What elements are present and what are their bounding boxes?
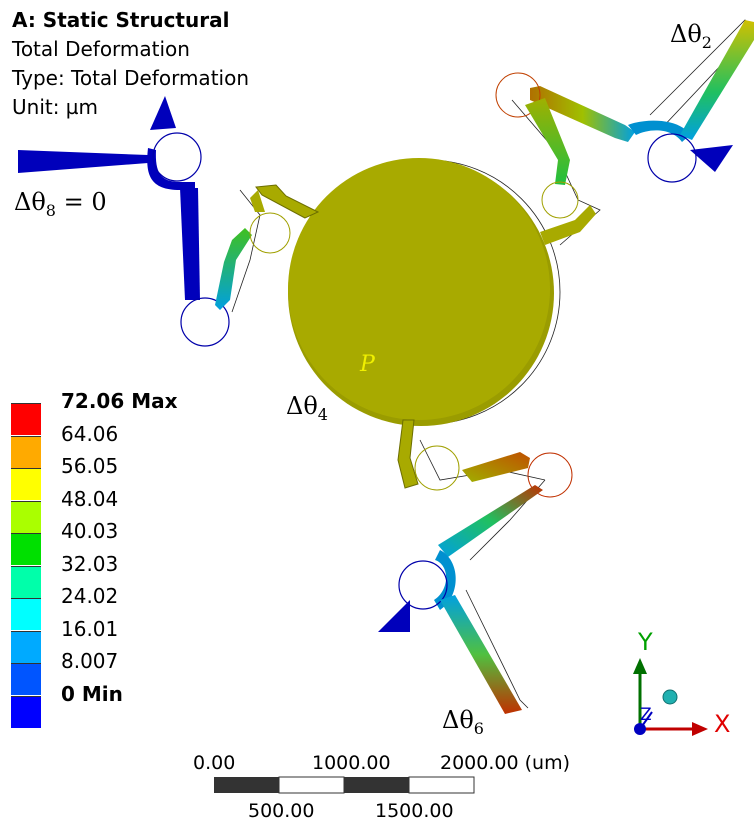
scale-label-500: 500.00 — [248, 800, 315, 822]
legend-swatch — [11, 403, 41, 435]
axis-label-x: X — [714, 710, 731, 738]
scale-label-0: 0.00 — [193, 752, 236, 774]
legend-label: 24.02 — [61, 584, 119, 608]
legend-label: 8.007 — [61, 649, 119, 673]
label-delta-theta-8: Δθ8 = 0 — [14, 188, 107, 220]
legend-swatch — [11, 565, 41, 598]
scale-label-1500: 1500.00 — [375, 800, 454, 822]
legend-label: 40.03 — [61, 519, 119, 543]
legend-label: 64.06 — [61, 421, 119, 446]
axis-label-z: Z — [640, 705, 652, 725]
label-delta-theta-2: Δθ2 — [670, 20, 712, 52]
legend-swatch — [11, 630, 41, 663]
label-delta-theta-4: Δθ4 — [286, 392, 328, 424]
legend-swatch — [11, 468, 41, 500]
legend-swatch — [11, 533, 41, 565]
analysis-title: A: Static Structural — [12, 8, 230, 32]
label-platform: P — [360, 352, 375, 377]
coordinate-triad — [633, 658, 708, 736]
legend-label: 48.04 — [61, 486, 119, 511]
legend-swatch — [11, 598, 41, 630]
legend-label: 32.03 — [61, 551, 119, 576]
platform — [250, 158, 596, 489]
top-right-arm — [495, 20, 754, 219]
legend-swatch — [11, 435, 41, 468]
label-delta-theta-6: Δθ6 — [442, 706, 484, 738]
legend-label: 16.01 — [61, 616, 119, 641]
legend-swatch — [11, 500, 41, 533]
legend-label: 56.05 — [61, 454, 119, 478]
result-type: Type: Total Deformation — [12, 66, 250, 90]
left-link — [215, 212, 291, 310]
result-unit: Unit: µm — [12, 95, 99, 119]
legend-label: 0 Min — [61, 681, 123, 706]
scale-bar — [214, 776, 475, 794]
result-info: A: Static Structural Total Deformation T… — [12, 6, 249, 122]
left-fixed-arm — [18, 96, 230, 347]
result-name: Total Deformation — [12, 37, 190, 61]
legend-swatch — [11, 695, 41, 728]
axis-label-y: Y — [638, 628, 653, 656]
legend-swatch — [11, 663, 41, 695]
bottom-right-arm — [378, 445, 573, 714]
scale-label-1000: 1000.00 — [312, 752, 391, 774]
legend-label: 72.06 Max — [61, 389, 178, 413]
scale-label-2000: 2000.00 (um) — [440, 752, 570, 774]
